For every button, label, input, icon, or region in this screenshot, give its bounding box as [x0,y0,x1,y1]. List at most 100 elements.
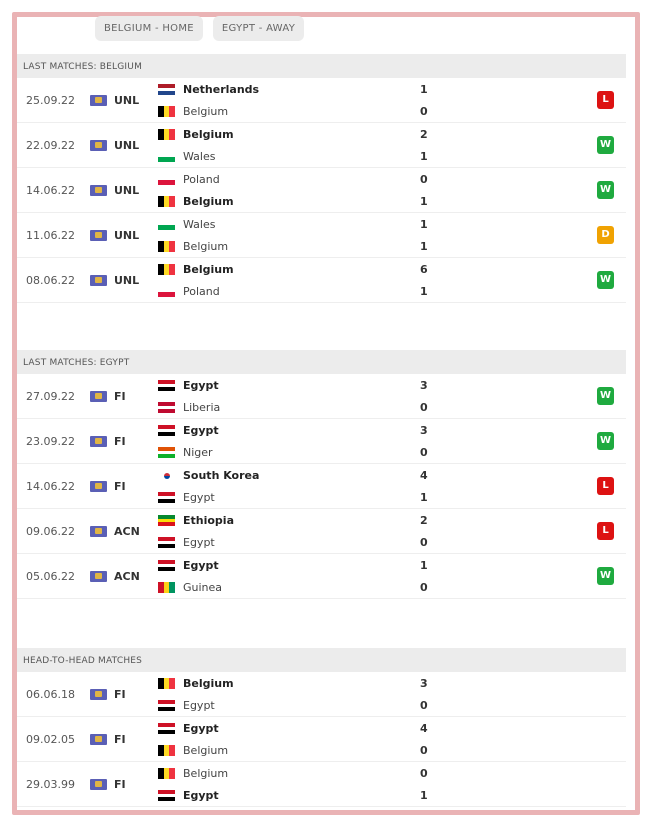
niger-flag-icon [158,447,175,459]
home-team-name: South Korea [183,469,260,482]
poland-flag-icon [158,286,175,297]
netherlands-flag-icon [158,84,175,96]
tab-belgium-home[interactable]: BELGIUM - HOME [95,16,203,41]
competition: FI [90,688,126,701]
competition: FI [90,435,126,448]
home-score: 3 [420,677,428,690]
away-team: Egypt [158,699,215,712]
competition-label: UNL [114,94,140,107]
match-row[interactable]: 29.03.99 FI Belgium Egypt 0 1 [17,762,626,807]
south-korea-flag-icon [158,470,175,481]
away-team: Belgium [158,240,228,253]
home-team: Wales [158,218,215,231]
home-team-name: Egypt [183,559,219,572]
wales-flag-icon [158,219,175,230]
home-score: 4 [420,722,428,735]
ethiopia-flag-icon [158,515,175,527]
competition-label: FI [114,390,126,403]
home-team-name: Wales [183,218,216,231]
away-score: 0 [420,105,428,118]
section-2: HEAD-TO-HEAD MATCHES 06.06.18 FI Belgium… [17,648,626,807]
home-team-name: Poland [183,173,220,186]
match-row[interactable]: 14.06.22 FI South Korea Egypt 4 1 L [17,464,626,509]
belgium-flag-icon [158,264,176,275]
away-score: 1 [420,195,428,208]
tab-egypt-away[interactable]: EGYPT - AWAY [212,16,305,41]
competition: FI [90,390,126,403]
result-badge: W [597,271,614,289]
home-score: 1 [420,559,428,572]
belgium-flag-icon [158,768,176,779]
result-badge: L [597,477,614,495]
competition: FI [90,778,126,791]
highlight-frame [12,12,640,815]
section-title: LAST MATCHES: BELGIUM [17,54,626,78]
home-team: Belgium [158,767,228,780]
home-team-name: Belgium [183,128,234,141]
home-team: Egypt [158,379,219,392]
egypt-flag-icon [158,425,175,437]
match-row[interactable]: 14.06.22 UNL Poland Belgium 0 1 W [17,168,626,213]
match-row[interactable]: 05.06.22 ACN Egypt Guinea 1 0 W [17,554,626,599]
match-row[interactable]: 23.09.22 FI Egypt Niger 3 0 W [17,419,626,464]
home-team: Egypt [158,559,219,572]
match-row[interactable]: 09.06.22 ACN Ethiopia Egypt 2 0 L [17,509,626,554]
egypt-flag-icon [158,560,175,572]
egypt-flag-icon [158,537,175,549]
section-0: LAST MATCHES: BELGIUM 25.09.22 UNL Nethe… [17,54,626,303]
match-date: 06.06.18 [26,688,75,701]
away-team-name: Guinea [183,581,223,594]
match-date: 25.09.22 [26,94,75,107]
away-team-name: Liberia [183,401,221,414]
section-1: LAST MATCHES: EGYPT 27.09.22 FI Egypt Li… [17,350,626,599]
competition-label: FI [114,688,126,701]
away-team: Egypt [158,789,219,802]
match-row[interactable]: 27.09.22 FI Egypt Liberia 3 0 W [17,374,626,419]
egypt-flag-icon [158,380,175,392]
away-team: Belgium [158,105,228,118]
home-team-name: Egypt [183,722,219,735]
competition-label: FI [114,435,126,448]
belgium-flag-icon [158,241,176,252]
result-badge: W [597,432,614,450]
match-row[interactable]: 11.06.22 UNL Wales Belgium 1 1 D [17,213,626,258]
result-badge: L [597,522,614,540]
home-team-name: Egypt [183,379,219,392]
match-date: 23.09.22 [26,435,75,448]
egypt-flag-icon [158,723,175,735]
competition-label: ACN [114,525,140,538]
liberia-flag-icon [158,402,175,414]
match-date: 14.06.22 [26,480,75,493]
away-team-name: Belgium [183,744,229,757]
home-team-name: Ethiopia [183,514,234,527]
home-team-name: Belgium [183,767,229,780]
away-team-name: Belgium [183,240,229,253]
away-team: Niger [158,446,213,459]
competition-label: FI [114,778,126,791]
home-score: 1 [420,218,428,231]
away-team: Egypt [158,491,215,504]
competition: UNL [90,94,139,107]
match-date: 11.06.22 [26,229,75,242]
match-date: 14.06.22 [26,184,75,197]
match-row[interactable]: 08.06.22 UNL Belgium Poland 6 1 W [17,258,626,303]
belgium-flag-icon [158,196,176,207]
tabs: BELGIUM - HOME EGYPT - AWAY [95,16,305,41]
match-row[interactable]: 25.09.22 UNL Netherlands Belgium 1 0 L [17,78,626,123]
home-score: 0 [420,173,428,186]
competition: UNL [90,139,139,152]
competition-icon [90,391,107,402]
away-score: 0 [420,581,428,594]
competition-icon [90,436,107,447]
match-row[interactable]: 09.02.05 FI Egypt Belgium 4 0 [17,717,626,762]
match-row[interactable]: 06.06.18 FI Belgium Egypt 3 0 [17,672,626,717]
home-team: Belgium [158,677,234,690]
home-score: 0 [420,767,428,780]
away-team-name: Egypt [183,536,215,549]
away-score: 1 [420,789,428,802]
match-row[interactable]: 22.09.22 UNL Belgium Wales 2 1 W [17,123,626,168]
away-score: 0 [420,446,428,459]
away-score: 0 [420,699,428,712]
result-badge: W [597,181,614,199]
wales-flag-icon [158,151,175,162]
